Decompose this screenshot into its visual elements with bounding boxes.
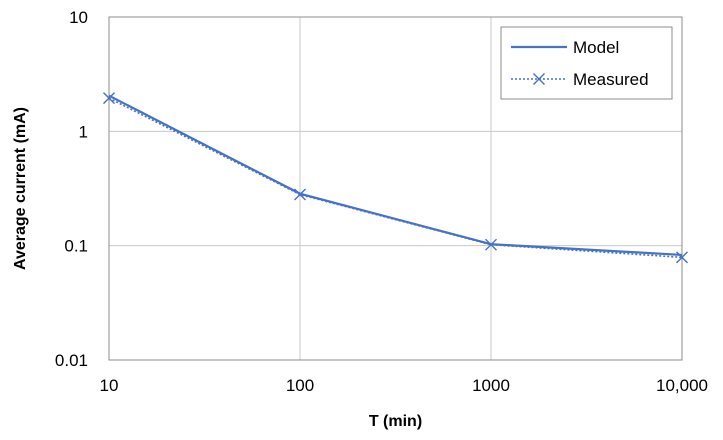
y-axis-ticks: 10 1 0.1 0.01 [55, 8, 88, 370]
plot-area-frame [108, 16, 683, 361]
data-point-measured [103, 92, 115, 105]
data-point-measured [676, 251, 688, 264]
x-axis-ticks: 10 100 1000 10,000 [100, 376, 708, 395]
y-tick-label: 0.1 [64, 237, 88, 256]
x-tick-label: 10 [100, 376, 119, 395]
x-axis-title: T (min) [369, 413, 422, 430]
legend-marker [533, 73, 545, 85]
legend-items: Model Measured [511, 38, 649, 89]
y-tick-label: 10 [69, 8, 88, 27]
legend: Model Measured [500, 26, 673, 100]
y-axis-title: Average current (mA) [12, 107, 29, 270]
y-tick-label: 1 [79, 122, 88, 141]
legend-box [500, 26, 673, 100]
series-layer [103, 92, 688, 264]
legend-item-measured: Measured [511, 70, 649, 89]
series-line-measured [108, 97, 683, 259]
legend-label: Measured [573, 70, 649, 89]
legend-item-model: Model [511, 38, 619, 57]
x-tick-label: 1000 [472, 376, 510, 395]
x-tick-label: 100 [286, 376, 314, 395]
x-tick-label: 10,000 [656, 376, 708, 395]
legend-label: Model [573, 38, 619, 57]
data-point-measured [294, 188, 306, 201]
data-point-measured [485, 238, 497, 251]
y-tick-label: 0.01 [55, 351, 88, 370]
